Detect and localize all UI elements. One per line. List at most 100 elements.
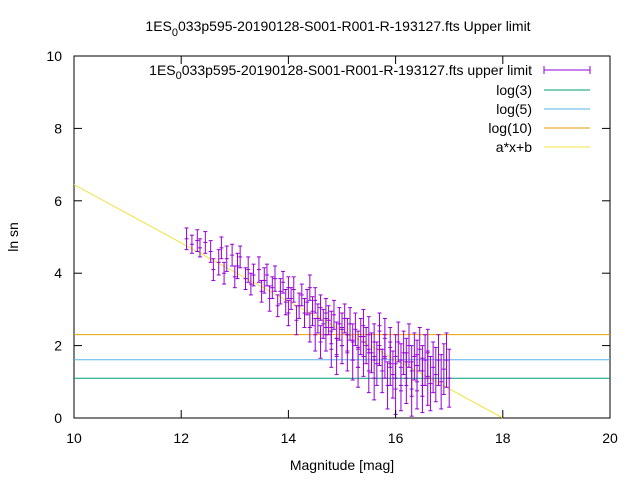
error-bar-point (353, 312, 358, 347)
error-bar-point (246, 256, 251, 283)
error-bar-point (238, 245, 243, 269)
axis-ticks: 10 12 14 16 18 20 0 2 4 6 8 10 (46, 48, 618, 446)
error-bar-point (439, 354, 444, 410)
x-tick-label: 12 (173, 430, 189, 446)
error-bar-point (409, 345, 414, 397)
error-bar-point (329, 310, 334, 345)
error-bar-point (331, 299, 336, 330)
error-bar-point (415, 339, 420, 392)
plot-frame (73, 55, 611, 419)
error-bar-point (396, 321, 401, 363)
error-bar-point (262, 267, 267, 294)
error-bar-point (203, 231, 208, 254)
legend-label-log10: log(10) (488, 120, 532, 136)
error-bar-point (361, 336, 366, 377)
x-axis-label: Magnitude [mag] (290, 457, 394, 473)
error-bar-point (385, 361, 390, 410)
error-bar-point (230, 243, 235, 267)
y-tick-label: 2 (54, 338, 62, 354)
error-bar-point (412, 332, 417, 381)
error-bar-point (444, 332, 449, 388)
error-bar-point (251, 263, 256, 287)
error-bar-point (278, 278, 283, 305)
y-tick-label: 10 (46, 48, 62, 64)
error-bar-point (356, 346, 361, 388)
error-bar-point (380, 348, 385, 394)
error-bar-point (283, 288, 288, 316)
y-tick-label: 0 (54, 410, 62, 426)
error-bar-point (289, 287, 294, 310)
error-bar-point (447, 348, 452, 408)
error-bar-point (350, 323, 355, 361)
error-bar-point (302, 298, 307, 328)
error-bar-point (222, 261, 227, 285)
error-bar-point (388, 327, 393, 368)
error-bar-point (358, 317, 363, 356)
error-bar-point (270, 276, 275, 300)
error-bar-point (211, 258, 216, 281)
error-bar-point (398, 359, 403, 412)
x-tick-label: 20 (602, 430, 618, 446)
legend: 1ES0033p595-20190128-S001-R001-R-193127.… (149, 62, 591, 155)
legend-label-fit: a*x+b (496, 139, 532, 155)
error-bar-point (393, 363, 398, 415)
legend-label-log5: log(5) (496, 101, 532, 117)
error-bar-point (219, 236, 224, 260)
error-bar-point (297, 292, 302, 319)
error-bar-point (224, 245, 229, 272)
error-bar-point (216, 249, 221, 276)
error-bar-point (404, 337, 409, 386)
error-bar-point (232, 265, 237, 289)
error-bar-point (243, 267, 248, 290)
error-bar-point (305, 288, 310, 316)
x-tick-label: 18 (495, 430, 511, 446)
error-bar-point (294, 305, 299, 336)
error-bar-point (195, 229, 200, 252)
x-tick-label: 10 (66, 430, 82, 446)
chart-title: 1ES0033p595-20190128-S001-R001-R-193127.… (145, 18, 530, 39)
x-tick-label: 16 (388, 430, 404, 446)
error-bar-point (326, 305, 331, 336)
error-bar-point (307, 312, 312, 343)
error-bar-point (299, 283, 304, 307)
x-tick-label: 14 (281, 430, 297, 446)
error-bar-point (423, 334, 428, 386)
error-bar-point (369, 332, 374, 374)
error-bar-point (441, 343, 446, 395)
legend-swatch-upper-limit (543, 66, 591, 74)
error-bar-point (390, 350, 395, 399)
error-bar-point (374, 341, 379, 386)
error-bar-point (248, 272, 253, 296)
error-bar-point (366, 348, 371, 394)
error-bar-point (337, 307, 342, 341)
error-bar-point (307, 274, 312, 301)
y-tick-label: 6 (54, 193, 62, 209)
error-bar-point (273, 265, 277, 292)
error-bar-point (275, 294, 280, 318)
error-bar-point (189, 234, 194, 254)
error-bar-point (235, 252, 240, 280)
legend-label-log3: log(3) (496, 82, 532, 98)
error-bar-point (382, 317, 387, 359)
error-bar-point (318, 325, 323, 359)
error-bar-point (420, 345, 425, 397)
error-bar-point (184, 227, 189, 251)
error-bar-point (281, 270, 286, 294)
error-bar-point (431, 341, 436, 394)
y-tick-label: 8 (54, 120, 62, 136)
error-bar-point (208, 240, 213, 263)
y-axis-label: ln sn (5, 222, 21, 252)
error-bar-point (321, 308, 326, 339)
error-bar-point (197, 238, 202, 258)
error-bar-point (340, 312, 344, 347)
error-bar-point (313, 317, 318, 352)
error-bar-point (436, 334, 441, 386)
data-points (184, 227, 452, 417)
error-bar-point (425, 328, 430, 377)
error-bar-point (310, 296, 315, 327)
y-tick-label: 4 (54, 265, 62, 281)
error-bar-point (291, 276, 296, 303)
error-bar-point (334, 337, 339, 376)
error-bar-point (259, 279, 264, 303)
